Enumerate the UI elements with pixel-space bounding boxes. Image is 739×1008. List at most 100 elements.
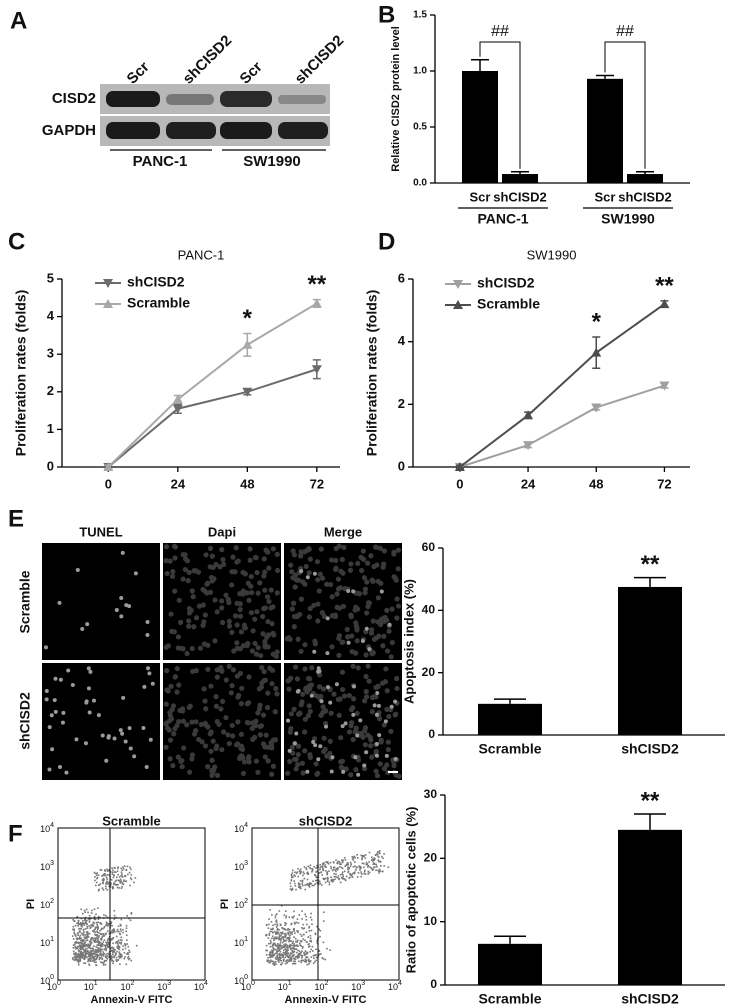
- event: [100, 938, 103, 940]
- event: [299, 940, 302, 942]
- event: [279, 958, 281, 961]
- x-tick-label: 72: [657, 476, 671, 491]
- event: [82, 945, 84, 947]
- tick-base: 10: [40, 938, 50, 948]
- event: [92, 960, 94, 962]
- event: [309, 867, 312, 870]
- event: [90, 953, 92, 955]
- event: [113, 866, 116, 869]
- event: [102, 962, 105, 965]
- event: [74, 934, 77, 936]
- event: [308, 943, 310, 945]
- nucleus: [270, 763, 277, 769]
- nucleus: [364, 610, 370, 616]
- nucleus: [319, 575, 326, 581]
- event: [129, 866, 131, 869]
- event: [289, 885, 292, 888]
- event: [351, 873, 354, 875]
- event: [290, 873, 293, 876]
- event: [95, 957, 98, 959]
- nucleus: [315, 618, 321, 624]
- nucleus: [208, 748, 214, 754]
- nucleus: [207, 545, 214, 551]
- nucleus: [343, 766, 349, 772]
- tunel-cell: [312, 571, 317, 576]
- event: [274, 931, 277, 934]
- nucleus: [229, 582, 235, 588]
- event: [99, 953, 101, 956]
- event: [126, 865, 129, 868]
- nucleus: [366, 678, 372, 684]
- tick-base: 10: [157, 982, 167, 992]
- event: [117, 873, 119, 876]
- event: [337, 860, 339, 863]
- tunel-cell: [317, 669, 322, 674]
- event: [298, 914, 301, 916]
- event: [297, 954, 300, 956]
- nucleus: [347, 567, 354, 573]
- event: [289, 882, 292, 885]
- event: [94, 937, 96, 940]
- event: [303, 952, 306, 955]
- event: [328, 881, 331, 884]
- flow-tick-label: 104: [234, 822, 248, 835]
- event: [287, 933, 290, 935]
- tick-exponent: 3: [50, 860, 54, 867]
- nucleus: [238, 700, 244, 707]
- event: [78, 944, 81, 946]
- event: [335, 859, 337, 861]
- nucleus: [199, 739, 205, 745]
- event: [94, 958, 97, 961]
- event: [75, 953, 78, 955]
- nucleus: [184, 722, 190, 728]
- event: [95, 940, 97, 943]
- nucleus: [353, 766, 359, 773]
- y-tick-label: 2: [398, 396, 405, 411]
- event: [99, 922, 102, 925]
- event: [375, 869, 377, 872]
- event: [299, 885, 302, 888]
- tick-exponent: 4: [204, 980, 208, 987]
- event: [80, 908, 83, 911]
- event: [284, 962, 287, 965]
- event: [344, 879, 347, 882]
- nucleus: [393, 577, 399, 583]
- nucleus: [371, 563, 377, 570]
- tunel-cell: [374, 741, 379, 746]
- nucleus: [209, 767, 215, 774]
- event: [99, 929, 101, 932]
- event: [124, 944, 127, 947]
- event: [359, 869, 361, 871]
- event: [378, 860, 380, 863]
- event: [314, 874, 317, 877]
- nucleus: [388, 728, 394, 734]
- event: [106, 945, 109, 948]
- nucleus: [219, 698, 226, 705]
- event: [291, 931, 293, 933]
- event: [288, 956, 290, 959]
- legend-marker: [103, 279, 113, 288]
- event: [342, 877, 344, 880]
- tick-exponent: 0: [244, 974, 248, 981]
- nucleus: [361, 765, 368, 772]
- event: [80, 942, 83, 944]
- event: [125, 880, 128, 883]
- nucleus: [255, 710, 261, 716]
- event: [306, 951, 309, 954]
- event: [314, 960, 316, 963]
- event: [278, 949, 281, 952]
- nucleus: [320, 709, 326, 715]
- event: [312, 880, 314, 882]
- event: [339, 873, 342, 876]
- event: [83, 962, 85, 964]
- legend-label: shCISD2: [477, 275, 535, 291]
- nucleus: [265, 690, 271, 696]
- tunel-cell: [387, 622, 392, 627]
- nucleus: [230, 554, 236, 560]
- event: [276, 955, 278, 958]
- event: [122, 948, 124, 951]
- event: [99, 916, 101, 919]
- tunel-cell: [128, 746, 133, 751]
- tick-exponent: 1: [50, 936, 54, 943]
- event: [286, 950, 289, 952]
